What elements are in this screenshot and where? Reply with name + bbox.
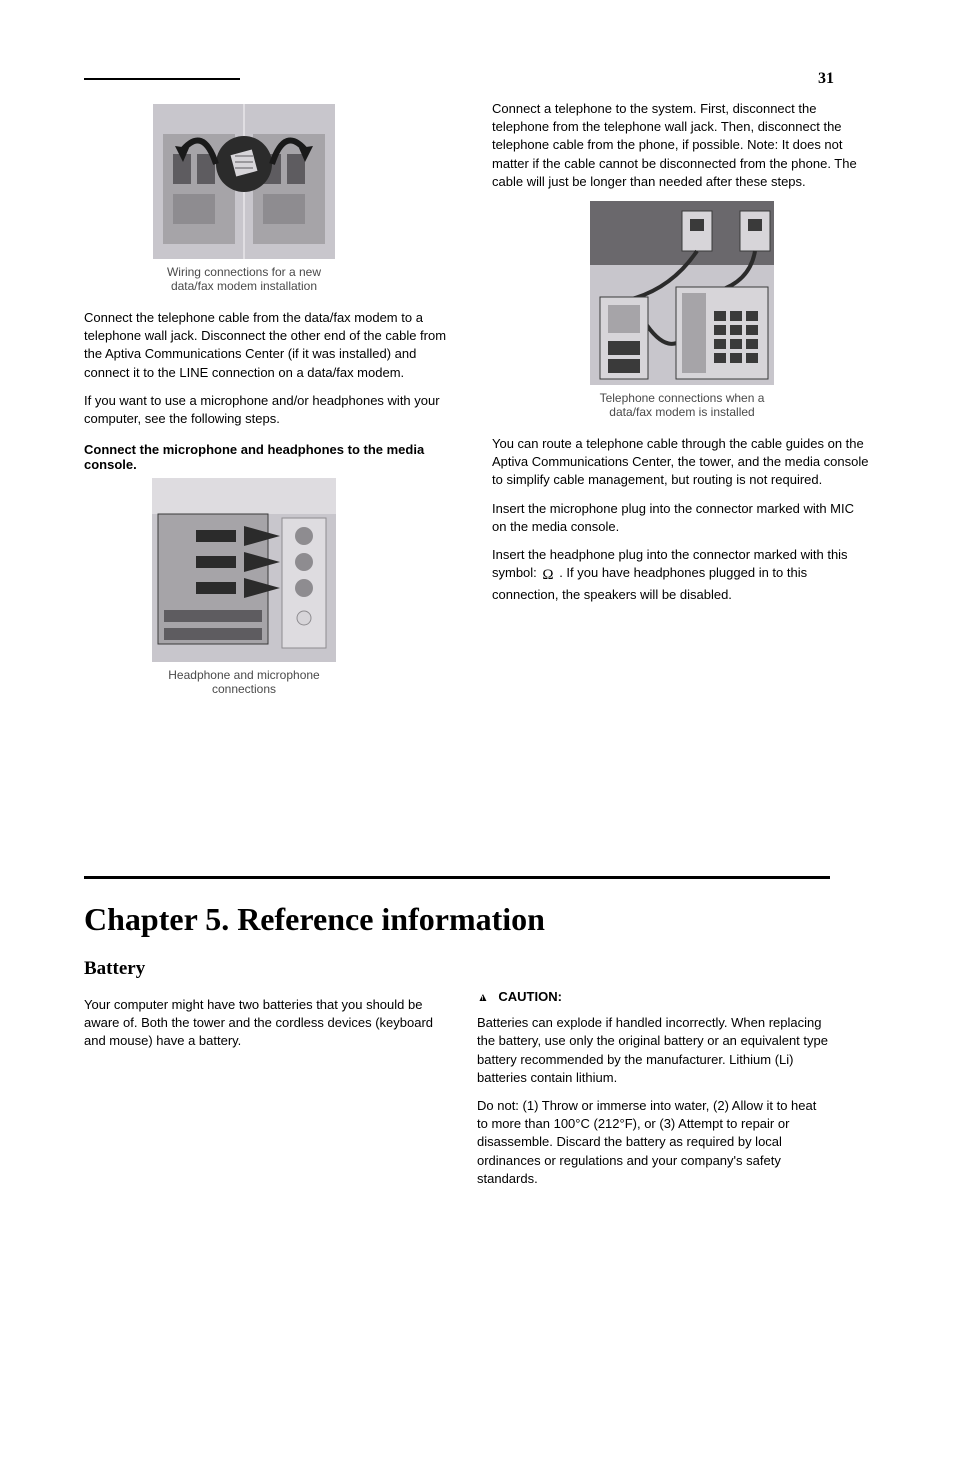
- step-3-heading: Connect the microphone and headphones to…: [84, 442, 462, 472]
- headphone-mic-svg: [152, 478, 336, 662]
- caution-label: CAUTION:: [498, 989, 562, 1004]
- chapter-title: Chapter 5. Reference information: [84, 901, 830, 938]
- lower-right-col: ▲ ! CAUTION: Batteries can explode if ha…: [477, 986, 830, 1198]
- figure-c-caption: Headphone and microphone connections: [144, 668, 344, 696]
- figure-a-caption: Wiring connections for a new data/fax mo…: [144, 265, 344, 293]
- left-column: Wiring connections for a new data/fax mo…: [84, 100, 462, 712]
- page-number: 31: [818, 70, 834, 88]
- disposal-text: Do not: (1) Throw or immerse into water,…: [477, 1097, 830, 1188]
- lower-columns: Your computer might have two batteries t…: [84, 986, 830, 1198]
- headphones-para: Insert the headphone plug into the conne…: [492, 546, 870, 604]
- right-column: Connect a telephone to the system. First…: [492, 100, 870, 712]
- section-divider: [84, 876, 830, 879]
- routing-para: You can route a telephone cable through …: [492, 435, 870, 490]
- figure-b-caption: Telephone connections when a data/fax mo…: [582, 391, 782, 419]
- figure-wiring-a: Wiring connections for a new data/fax mo…: [144, 104, 344, 293]
- telephone-para: Connect a telephone to the system. First…: [492, 100, 870, 191]
- caution-text: Batteries can explode if handled incorre…: [477, 1014, 830, 1087]
- caution-row: ▲ ! CAUTION:: [477, 988, 830, 1006]
- two-column-layout: Wiring connections for a new data/fax mo…: [84, 100, 870, 712]
- battery-intro: Your computer might have two batteries t…: [84, 996, 437, 1051]
- figure-wiring-b: Telephone connections when a data/fax mo…: [582, 201, 782, 419]
- lower-section: Chapter 5. Reference information Battery…: [84, 895, 830, 1198]
- phone-modem-svg: [590, 201, 774, 385]
- content-area: Wiring connections for a new data/fax mo…: [84, 100, 870, 712]
- step-2-text: If you want to use a microphone and/or h…: [84, 392, 462, 428]
- lower-left-col: Your computer might have two batteries t…: [84, 986, 437, 1198]
- chapter-subtitle: Battery: [84, 958, 830, 980]
- headphones-text-2: If you have headphones plugged in to thi…: [492, 565, 807, 602]
- step-1-text: Connect the telephone cable from the dat…: [84, 309, 462, 382]
- figure-wiring-c: Headphone and microphone connections: [144, 478, 344, 696]
- wiring-diagram-a-svg: [153, 104, 335, 259]
- mic-para: Insert the microphone plug into the conn…: [492, 500, 870, 536]
- header-rule: [84, 78, 240, 80]
- caution-icon-bang: !: [482, 995, 484, 1004]
- headphone-icon: Ω: [542, 565, 553, 586]
